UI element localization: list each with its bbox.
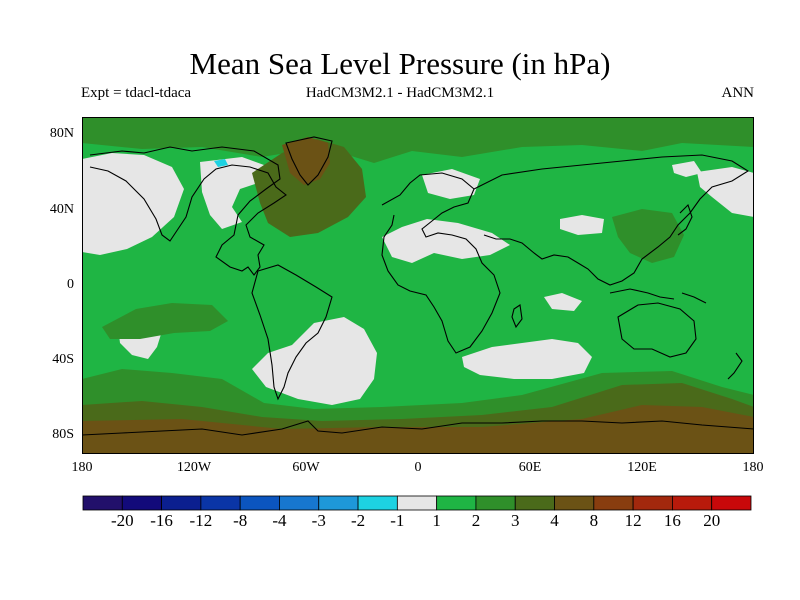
north-pacific-low-region [82,153,184,255]
lon-tick-label: 180 [71,460,93,475]
colorbar-tick-label: 8 [589,511,599,530]
colorbar-tick-label: 3 [510,511,520,530]
colorbar-swatch [593,495,634,511]
colorbar-swatch [161,495,202,511]
colorbar-tick-label: -16 [150,511,173,530]
antarctic-region [82,405,754,454]
central-asia-region [560,215,604,235]
south-atlantic-region [252,317,377,405]
south-pacific-ridge-region [102,303,228,339]
colorbar-tick-label: 2 [471,511,481,530]
south-america-coast [251,264,333,401]
colorbar-tick-label: -20 [110,511,134,530]
positive-anomaly-regions [82,117,754,454]
greenland-region [282,137,330,185]
colorbar-tick-label: 20 [703,511,721,530]
northwest-australia-region [544,293,582,311]
lon-tick-label: 180 [742,460,764,475]
experiment-label: Expt = tdacl-tdaca [81,85,192,101]
map-title: Mean Sea Level Pressure (in hPa) [189,46,611,81]
antarctica-coast [82,420,754,436]
colorbar-tick-label: -3 [311,511,326,530]
colorbar-swatch [121,495,162,511]
colorbar-tick-label: 12 [624,511,642,530]
colorbar-swatch [514,495,555,511]
north-atlantic-high-region [252,139,366,237]
pressure-anomaly-map [82,117,754,454]
colorbar-tick-label: 1 [432,511,441,530]
colorbar-swatch [357,495,398,511]
colorbar-swatch [82,495,123,511]
colorbar-tick-label: 4 [550,511,559,530]
lon-tick-label: 60E [518,460,542,475]
colorbar-swatch [436,495,477,511]
colorbar-tick-label: 16 [663,511,681,530]
colorbar-swatch [711,495,752,511]
north-america-coast [89,146,287,276]
colorbar-swatch [318,495,359,511]
lat-tick-label: 80N [49,126,74,141]
lat-tick-label: 40S [52,352,74,367]
indonesia-coast [609,288,707,304]
colorbar-tick-label: -8 [233,511,248,530]
colorbar-swatch [672,495,713,511]
colorbar-tick-label: -4 [272,511,287,530]
indian-ocean-region [462,339,592,379]
negative-anomaly-region [214,159,228,167]
canada-region [200,157,264,229]
east-asia-region [612,209,684,263]
madagascar-coast [511,304,523,329]
siberia-region [672,161,702,177]
lon-tick-label: 0 [414,460,422,475]
north-pacific-east-region [697,167,754,217]
colorbar-tick-label: -12 [189,511,213,530]
colorbar-swatch [279,495,320,511]
near-zero-regions [82,153,754,405]
colorbar-swatch [475,495,516,511]
lat-tick-label: 40N [49,202,74,217]
coastlines [82,136,754,436]
model-label: HadCM3M2.1 - HadCM3M2.1 [305,85,495,101]
sahara-region [382,219,510,263]
season-label: ANN [721,85,755,101]
lat-tick-label: 80S [52,427,74,442]
europe-africa-coast [381,172,501,354]
colorbar [82,495,752,511]
map-frame [82,117,754,454]
colorbar-swatch [200,495,241,511]
lon-tick-label: 120E [627,460,657,475]
colorbar-tick-label: -2 [350,511,366,530]
colorbar-swatch [554,495,595,511]
japan-coast [677,203,693,236]
arctic-band [82,117,754,163]
asia-coast [473,154,750,286]
lon-tick-label: 60W [292,460,320,475]
australia-coast [617,302,697,358]
colorbar-swatch [396,495,438,511]
colorbar-swatch [632,495,673,511]
greenland-coast [285,136,333,186]
lat-tick-label: 0 [67,277,74,292]
colorbar-tick-label: -1 [390,511,405,530]
new-zealand-coast [727,352,743,380]
lon-tick-label: 120W [176,460,212,475]
north-atlantic-east-region [422,169,480,199]
colorbar-swatch [239,495,280,511]
